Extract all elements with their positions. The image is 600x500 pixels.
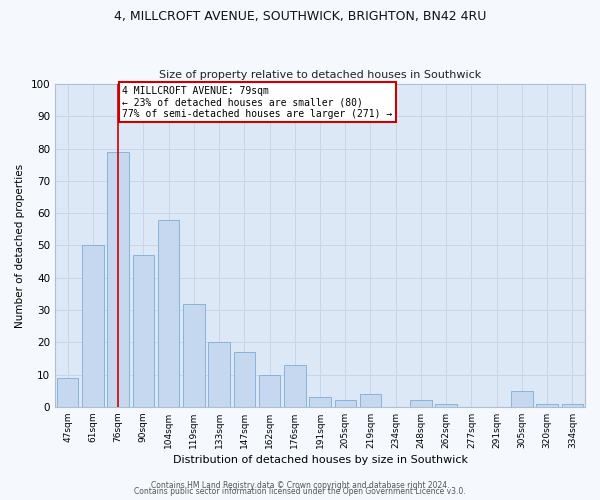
Bar [360,394,381,407]
Bar [133,255,154,407]
Bar [511,390,533,407]
Bar [284,365,305,407]
Bar [410,400,431,407]
Bar [107,152,129,407]
Bar [436,404,457,407]
X-axis label: Distribution of detached houses by size in Southwick: Distribution of detached houses by size … [173,455,467,465]
Bar [309,397,331,407]
Bar [233,352,255,407]
Bar [562,404,583,407]
Text: Contains public sector information licensed under the Open Government Licence v3: Contains public sector information licen… [134,488,466,496]
Bar [259,374,280,407]
Bar [82,246,104,407]
Bar [57,378,79,407]
Bar [335,400,356,407]
Bar [208,342,230,407]
Title: Size of property relative to detached houses in Southwick: Size of property relative to detached ho… [159,70,481,81]
Bar [183,304,205,407]
Text: 4, MILLCROFT AVENUE, SOUTHWICK, BRIGHTON, BN42 4RU: 4, MILLCROFT AVENUE, SOUTHWICK, BRIGHTON… [114,10,486,23]
Y-axis label: Number of detached properties: Number of detached properties [15,164,25,328]
Bar [536,404,558,407]
Text: Contains HM Land Registry data © Crown copyright and database right 2024.: Contains HM Land Registry data © Crown c… [151,481,449,490]
Bar [158,220,179,407]
Text: 4 MILLCROFT AVENUE: 79sqm
← 23% of detached houses are smaller (80)
77% of semi-: 4 MILLCROFT AVENUE: 79sqm ← 23% of detac… [122,86,392,119]
